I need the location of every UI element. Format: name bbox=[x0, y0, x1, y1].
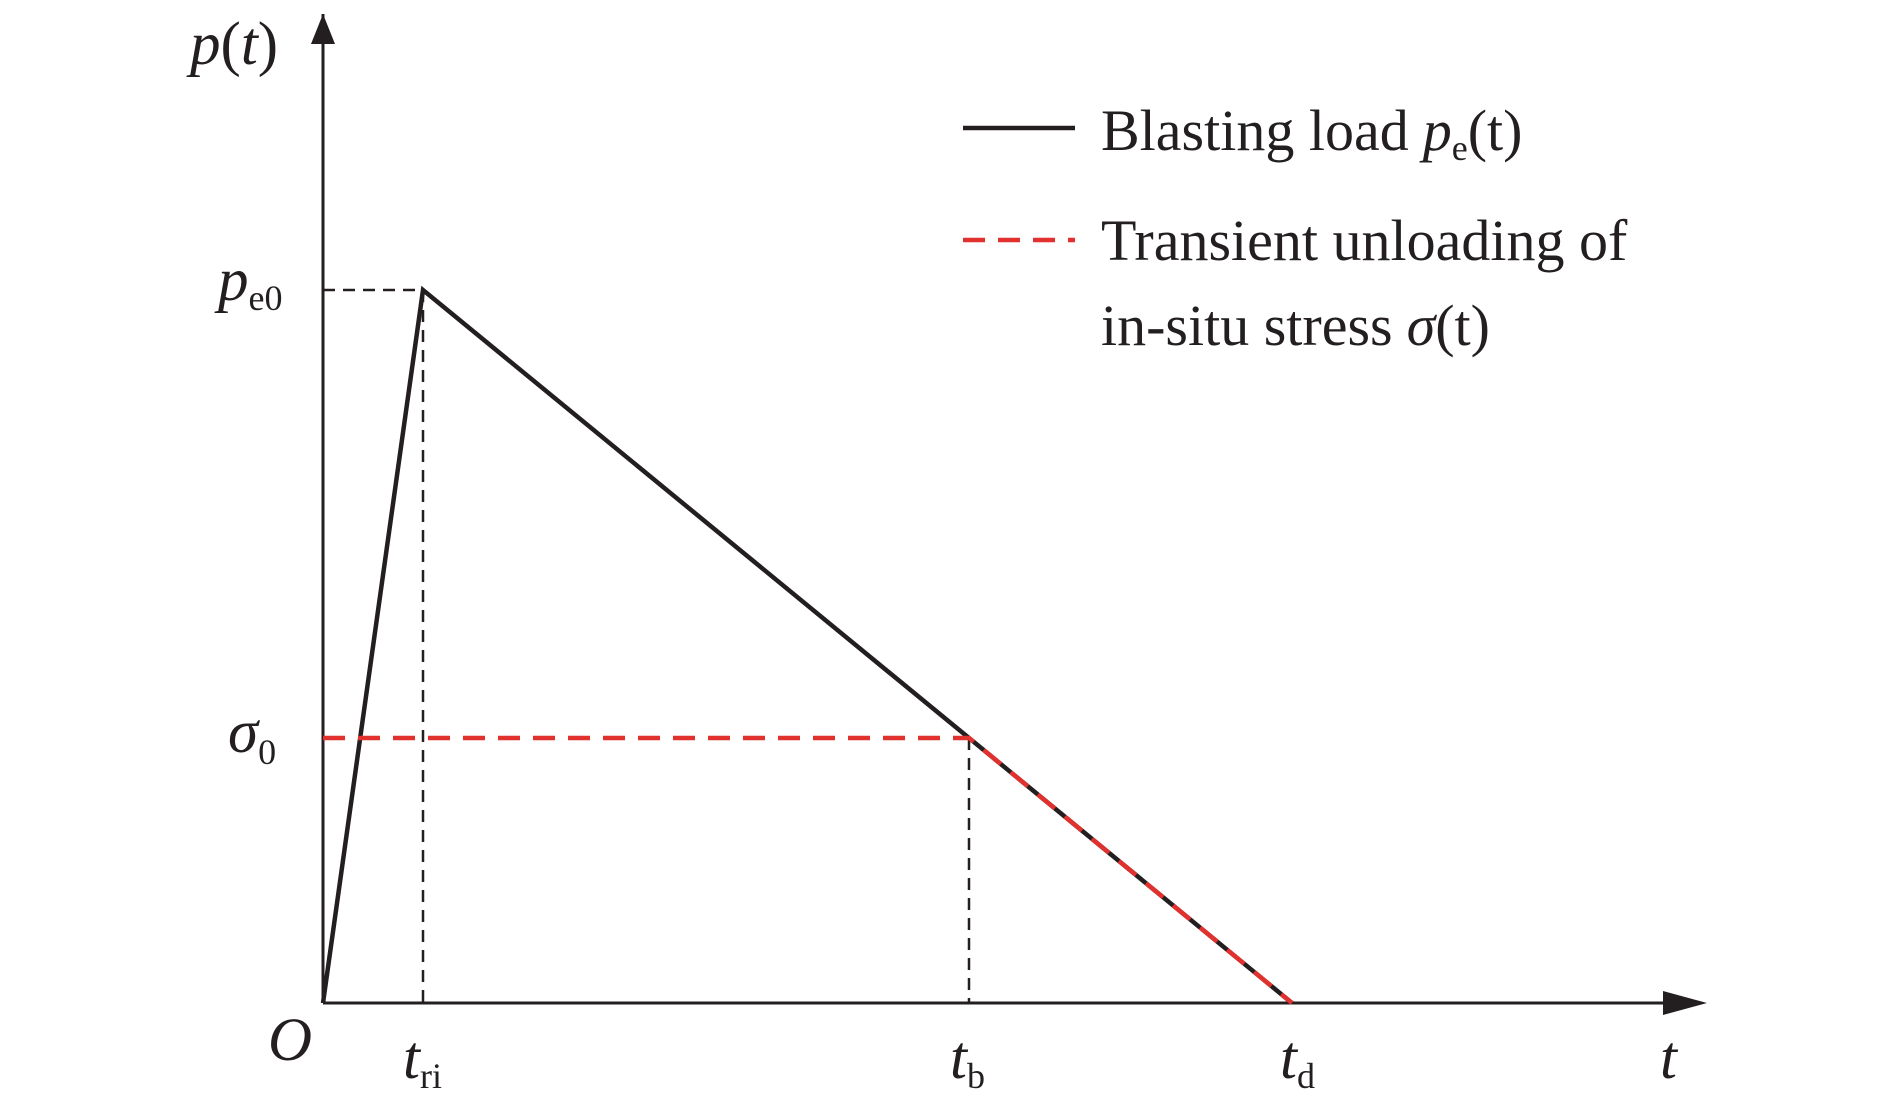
legend-2-arg: (t) bbox=[1435, 293, 1490, 358]
legend-2-line-1: Transient unloading of bbox=[1101, 208, 1628, 273]
y-label-open: ( bbox=[221, 11, 241, 78]
unloading-curve bbox=[323, 735, 1294, 1005]
y-axis-label: p(t) bbox=[186, 11, 278, 78]
sigma0-label: σ0 bbox=[228, 699, 276, 772]
legend-2-symbol: σ bbox=[1407, 293, 1438, 358]
td-label: td bbox=[1280, 1025, 1315, 1096]
legend-1-symbol: p bbox=[1419, 98, 1452, 163]
y-label-close: ) bbox=[258, 11, 278, 78]
td-sub: d bbox=[1297, 1056, 1315, 1096]
sigma0-sub: 0 bbox=[258, 732, 276, 772]
x-axis-label: t bbox=[1660, 1025, 1679, 1092]
y-label-symbol: p bbox=[186, 11, 221, 78]
x-arrow bbox=[1663, 991, 1707, 1015]
pe0-symbol: p bbox=[214, 247, 249, 314]
pe0-label: pe0 bbox=[214, 247, 282, 318]
tri-symbol: t bbox=[403, 1025, 422, 1092]
pe0-sub: e0 bbox=[249, 278, 283, 318]
origin-label: O bbox=[268, 1007, 312, 1074]
tb-sub: b bbox=[967, 1056, 985, 1096]
tri-label: tri bbox=[403, 1025, 442, 1096]
tri-sub: ri bbox=[420, 1056, 442, 1096]
legend-item-2: in-situ stress σ(t) bbox=[1101, 293, 1490, 358]
tb-symbol: t bbox=[950, 1025, 969, 1092]
y-label-var: t bbox=[241, 11, 260, 78]
legend-1-sub: e bbox=[1452, 128, 1468, 168]
td-symbol: t bbox=[1280, 1025, 1299, 1092]
legend-1-arg: (t) bbox=[1468, 98, 1523, 163]
legend-1-text: Blasting load bbox=[1101, 98, 1409, 163]
y-arrow bbox=[311, 14, 335, 44]
blasting-load-curve bbox=[320, 285, 1294, 1005]
tb-label: tb bbox=[950, 1025, 985, 1096]
sigma0-symbol: σ bbox=[228, 699, 261, 766]
legend-item-1: Blasting load pe(t) bbox=[1101, 98, 1522, 168]
legend-2-line-2: in-situ stress bbox=[1101, 293, 1393, 358]
